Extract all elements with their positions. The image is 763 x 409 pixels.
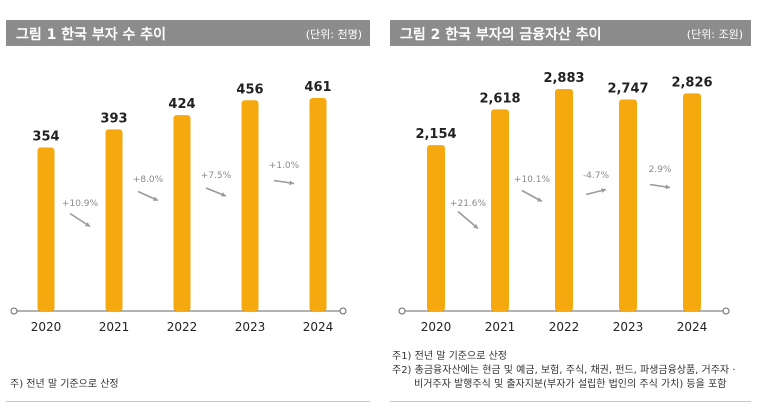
fig1-baseline-start-dot xyxy=(10,307,18,315)
figure-1-chart: 354 2020 393 2021 424 2022 456 2023 461 2024 +10.9… xyxy=(10,80,347,334)
fig2-x-tick-2021: 2021 xyxy=(485,320,516,334)
fig1-x-tick-2024: 2024 xyxy=(303,320,334,334)
fig2-growth-label-3: -4.7% xyxy=(583,171,610,181)
fig2-x-tick-2024: 2024 xyxy=(677,320,708,334)
fig1-bar-2022 xyxy=(173,115,191,311)
fig2-x-tick-2020: 2020 xyxy=(421,320,452,334)
fig2-growth-arrowhead-2 xyxy=(537,197,542,202)
fig1-growth-label-1: +10.9% xyxy=(62,199,99,209)
fig2-baseline-end-dot xyxy=(722,307,730,315)
fig1-growth-label-4: +1.0% xyxy=(269,161,300,171)
fig1-x-tick-2022: 2022 xyxy=(167,320,198,334)
figure-1-header: 그림 1 한국 부자 수 추이 (단위: 천명) xyxy=(6,20,370,46)
fig2-bar-2023 xyxy=(619,99,637,311)
fig2-x-tick-2022: 2022 xyxy=(549,320,580,334)
fig1-bar-2020 xyxy=(37,147,55,311)
fig1-bar-2021 xyxy=(105,129,123,311)
fig1-growth-label-3: +7.5% xyxy=(201,171,232,181)
fig2-value-label-2021: 2,618 xyxy=(479,91,520,106)
figure-1-note-1: 주) 전년 말 기준으로 산정 xyxy=(10,379,119,390)
fig1-growth-label-2: +8.0% xyxy=(133,175,164,185)
fig1-bar-2023 xyxy=(241,100,259,311)
fig1-x-tick-2020: 2020 xyxy=(31,320,62,334)
fig1-value-label-2023: 456 xyxy=(236,82,263,97)
figure-2-note-2: 주2) 총금융자산에는 현금 및 예금, 보험, 주식, 채권, 펀드, 파생금… xyxy=(392,365,736,376)
fig1-value-label-2022: 424 xyxy=(168,97,195,112)
figure-2-note-1: 주1) 전년 말 기준으로 산정 xyxy=(392,351,507,362)
fig2-x-tick-2023: 2023 xyxy=(613,320,644,334)
fig1-value-label-2024: 461 xyxy=(304,80,331,95)
fig2-value-label-2020: 2,154 xyxy=(415,127,456,142)
fig1-growth-arrowhead-2 xyxy=(153,196,158,201)
fig2-growth-label-1: +21.6% xyxy=(450,199,487,209)
figure-1-bottom-rule xyxy=(6,401,370,402)
fig1-bar-2024 xyxy=(309,98,327,311)
fig2-value-label-2022: 2,883 xyxy=(543,71,584,86)
figure-2-header: 그림 2 한국 부자의 금융자산 추이 (단위: 조원) xyxy=(390,20,751,46)
figure-2-panel: 그림 2 한국 부자의 금융자산 추이 (단위: 조원) 2,154 2020 2,… xyxy=(390,0,763,409)
figure-2-bottom-rule xyxy=(390,401,751,402)
fig1-value-label-2021: 393 xyxy=(100,111,127,126)
fig2-bar-2024 xyxy=(683,93,701,311)
fig1-baseline-end-dot xyxy=(339,307,347,315)
figure-2-title: 그림 2 한국 부자의 금융자산 추이 xyxy=(400,27,602,43)
figure-2-unit: (단위: 조원) xyxy=(686,28,743,41)
fig2-growth-arrowhead-3 xyxy=(601,188,606,193)
fig1-growth-arrowhead-3 xyxy=(221,192,226,197)
fig2-bar-2021 xyxy=(491,109,509,311)
fig2-bar-2020 xyxy=(427,145,445,311)
fig2-growth-arrowhead-4 xyxy=(665,184,670,190)
fig1-growth-arrowhead-4 xyxy=(289,180,294,186)
figure-1-unit: (단위: 천명) xyxy=(305,28,362,41)
fig1-growth-arrowhead-1 xyxy=(85,222,90,227)
figure-2-note-3: 비거주자 발행주식 및 출자지분(부자가 설립한 법인의 주식 가치) 등을 포… xyxy=(414,379,727,390)
fig2-growth-label-2: +10.1% xyxy=(514,175,551,185)
figure-1-title: 그림 1 한국 부자 수 추이 xyxy=(16,27,167,43)
fig2-baseline-start-dot xyxy=(398,307,406,315)
fig1-x-tick-2023: 2023 xyxy=(235,320,266,334)
fig2-growth-label-4: 2.9% xyxy=(649,165,672,175)
figure-2-chart: 2,154 2020 2,618 2021 2,883 2022 2,747 2023 2,82… xyxy=(398,71,730,334)
fig1-x-tick-2021: 2021 xyxy=(99,320,130,334)
fig2-growth-arrowhead-1 xyxy=(473,223,478,229)
fig2-bar-2022 xyxy=(555,89,573,311)
fig2-value-label-2024: 2,826 xyxy=(671,75,712,90)
fig1-value-label-2020: 354 xyxy=(32,129,59,144)
figure-1-panel: 그림 1 한국 부자 수 추이 (단위: 천명) 354 2020 393 2021 4… xyxy=(0,0,370,409)
fig2-value-label-2023: 2,747 xyxy=(607,81,648,96)
